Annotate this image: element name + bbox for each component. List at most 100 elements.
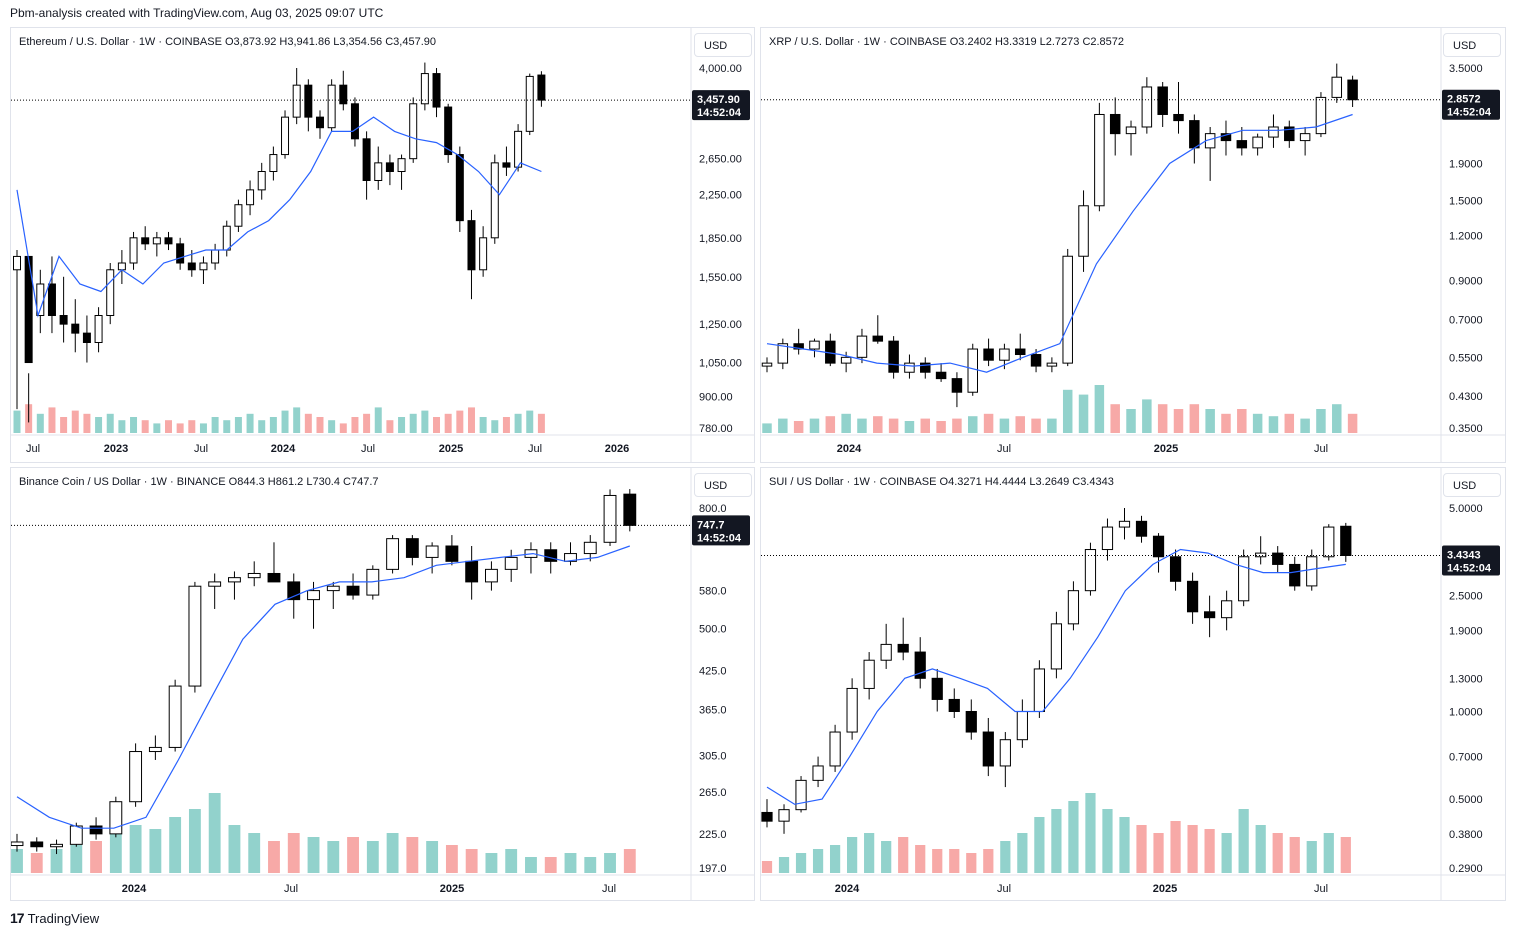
candle-body <box>409 103 418 160</box>
candle-body <box>1252 136 1263 149</box>
volume-bar <box>888 418 899 433</box>
candle-body <box>1189 120 1200 149</box>
volume-bar <box>1289 837 1300 873</box>
volume-bar <box>1062 389 1073 433</box>
candle-body <box>872 335 884 342</box>
volume-bar <box>812 849 824 873</box>
xrp-currency-button[interactable]: USD <box>1443 33 1501 57</box>
volume-bar <box>936 421 946 433</box>
candle-body <box>1284 126 1295 142</box>
sui-currency-button[interactable]: USD <box>1443 473 1501 497</box>
volume-bar <box>386 833 399 873</box>
xrp-chart-svg[interactable]: 3.5000 1.9000 1.5000 1.2000 0.9000 0.7000 0.55… <box>761 28 1505 462</box>
candle-body <box>603 494 617 543</box>
xrp-chart-panel[interactable]: 3.5000 1.9000 1.5000 1.2000 0.9000 0.7000 0.55… <box>760 27 1506 463</box>
tradingview-footer-label: TradingView <box>27 910 100 926</box>
x-tick-label: 2025 <box>1154 443 1178 455</box>
eth-chart-svg[interactable]: 4,000.00 2,650.00 2,250.00 1,850.00 1,550.00… <box>11 28 754 462</box>
sui-chart-svg[interactable]: 5.0000 2.5000 1.9000 1.3000 1.0000 0.7000 0.50… <box>761 468 1505 900</box>
candle-body <box>386 538 400 570</box>
y-tick-label: 1,050.00 <box>699 358 742 370</box>
x-tick-label: 2025 <box>1153 883 1177 895</box>
volume-bar <box>1094 385 1105 433</box>
volume-bar <box>281 410 289 433</box>
candle-body <box>888 340 899 373</box>
eth-currency-button[interactable]: USD <box>694 33 752 57</box>
candle-body <box>117 262 126 271</box>
volume-bar <box>339 423 347 433</box>
bnb-chart-panel[interactable]: 800.0 580.0 500.0 425.0 365.0 305.0 265.0 225.0… <box>10 467 755 901</box>
candle-body <box>71 323 80 334</box>
candle-body <box>397 158 406 173</box>
volume-bar <box>825 416 836 433</box>
candle-body <box>1084 549 1097 592</box>
candle-body <box>141 237 150 245</box>
volume-bar <box>952 418 962 433</box>
bnb-chart-svg[interactable]: 800.0 580.0 500.0 425.0 365.0 305.0 265.0 225.0… <box>11 468 754 900</box>
candle-body <box>1173 113 1184 122</box>
x-tick-label: Jul <box>194 443 208 455</box>
x-tick-label: 2025 <box>440 883 464 895</box>
bnb-chart-title: Binance Coin / US Dollar · 1W · BINANCE … <box>19 476 379 488</box>
candle-body <box>840 356 852 364</box>
candle-body <box>465 560 479 583</box>
y-tick-label: 500.0 <box>699 624 727 636</box>
volume-bar <box>307 837 320 873</box>
candle-body <box>444 106 453 156</box>
x-tick-label: Jul <box>997 883 1011 895</box>
volume-bar <box>304 413 312 433</box>
volume-bar <box>1237 409 1247 433</box>
volume-bar <box>1221 833 1232 873</box>
volume-bar <box>564 853 577 873</box>
candle-body <box>525 75 534 132</box>
volume-bar <box>1034 817 1045 873</box>
moving-average-line <box>766 548 1346 805</box>
volume-bar <box>502 417 510 433</box>
volume-bar <box>398 417 406 433</box>
volume-bar <box>904 421 915 433</box>
y-tick-label: 800.0 <box>699 503 727 515</box>
bnb-currency-button[interactable]: USD <box>694 473 752 497</box>
x-tick-label: Jul <box>997 443 1011 455</box>
sui-chart-panel[interactable]: 5.0000 2.5000 1.9000 1.3000 1.0000 0.7000 0.50… <box>760 467 1506 901</box>
candle-body <box>455 154 464 222</box>
candle-body <box>106 269 115 317</box>
volume-bar <box>793 421 804 433</box>
candle-body <box>479 237 488 271</box>
candle-body <box>267 572 281 583</box>
volume-bar <box>258 420 266 433</box>
candle-body <box>292 84 301 118</box>
candle-body <box>82 332 91 344</box>
candle-body <box>1315 96 1327 135</box>
last-price-label: 3.4343 <box>1447 549 1481 561</box>
candle-body <box>307 590 320 601</box>
candle-body <box>222 225 231 251</box>
volume-bar <box>374 407 382 433</box>
candle-body <box>405 538 419 558</box>
candle-body <box>1101 526 1114 551</box>
volume-bar <box>13 410 21 433</box>
tradingview-logo-icon: 17 <box>10 910 25 926</box>
eth-chart-panel[interactable]: 4,000.00 2,650.00 2,250.00 1,850.00 1,550.00… <box>10 27 755 463</box>
volume-bar <box>234 417 242 433</box>
y-tick-label: 2.5000 <box>1449 591 1483 603</box>
tradingview-footer[interactable]: 17 TradingView <box>10 910 99 926</box>
candle-body <box>187 262 196 271</box>
candle-body <box>982 731 994 767</box>
countdown-label: 14:52:04 <box>697 107 742 119</box>
volume-bar <box>544 857 557 873</box>
volume-bar <box>208 793 221 873</box>
volume-bar <box>761 861 773 873</box>
volume-bar <box>293 407 301 433</box>
volume-bar <box>479 417 487 433</box>
volume-bar <box>211 417 219 433</box>
volume-bar <box>456 410 464 433</box>
volume-bar <box>1272 833 1283 873</box>
volume-bar <box>118 420 126 433</box>
chart-header-text: Pbm-analysis created with TradingView.co… <box>10 6 384 20</box>
candle-body <box>490 162 499 239</box>
candle-body <box>951 378 963 393</box>
volume-bar <box>327 841 340 873</box>
last-price-label: 747.7 <box>697 519 725 531</box>
candle-body <box>211 249 220 264</box>
